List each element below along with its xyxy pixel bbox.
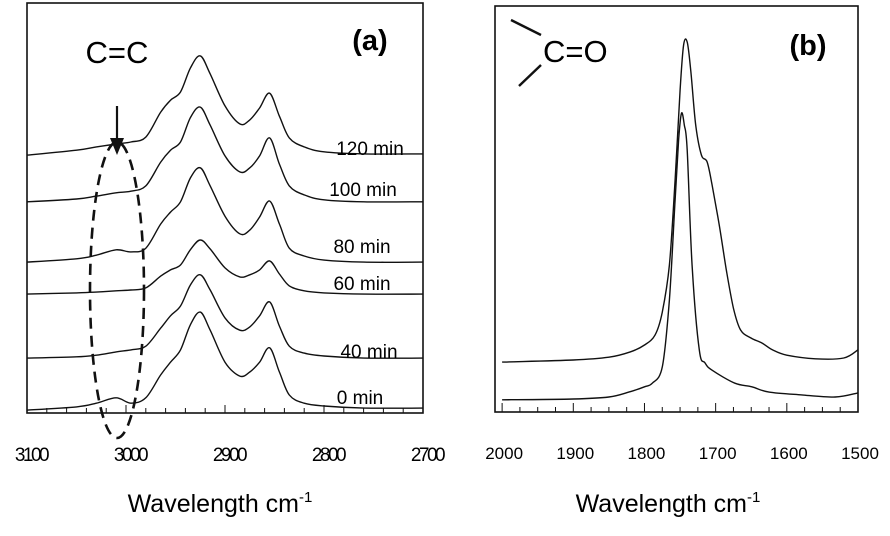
x-axis-label-text: Wavelength cm — [576, 490, 747, 518]
panel-b-x-ticks — [501, 403, 859, 412]
panel-a-x-axis-label: Wavelength cm-1 — [128, 489, 313, 518]
x-tick-label: 2800 — [312, 445, 346, 466]
spectrum-60-min — [26, 239, 424, 295]
curve-label: 40 min — [340, 342, 397, 363]
curve-label: 100 min — [329, 180, 397, 201]
co-annotation: C=O — [543, 34, 608, 69]
x-tick-label: 1900 — [556, 444, 594, 463]
curve-label: 60 min — [333, 274, 390, 295]
spectrum-100-min — [26, 106, 424, 203]
panel-a-curve-labels: 0 min 40 min 60 min 80 min 100 min 120 min — [329, 139, 404, 409]
panel-b-label: (b) — [789, 30, 826, 62]
panel-a-label: (a) — [352, 25, 387, 57]
co-bond-line-upper — [510, 18, 542, 37]
spectrum-120-min — [26, 55, 424, 156]
x-tick-label: 1500 — [841, 444, 879, 463]
spectrum-40-min — [26, 274, 424, 359]
x-tick-label: 2000 — [485, 444, 523, 463]
cc-dashed-ellipse — [88, 140, 146, 440]
curve-label: 0 min — [337, 388, 383, 409]
x-tick-label: 1600 — [770, 444, 808, 463]
x-axis-label-text: Wavelength cm — [128, 490, 299, 518]
cc-annotation: C=C — [86, 35, 149, 70]
curve-label: 120 min — [336, 139, 404, 160]
x-axis-label-superscript: -1 — [299, 489, 312, 506]
spectrum-b-2 — [502, 112, 859, 401]
panel-b-x-axis-label: Wavelength cm-1 — [576, 489, 761, 518]
x-tick-label: 3100 — [15, 445, 49, 466]
panel-b-tick-labels: 2000 1900 1800 1700 1600 1500 — [485, 444, 879, 463]
co-bond-line-lower — [518, 64, 542, 87]
panel-a-tick-labels: 3100 3000 2900 2800 2700 — [15, 445, 448, 466]
spectrum-80-min — [26, 166, 424, 263]
x-axis-label-superscript: -1 — [747, 489, 760, 506]
panel-a-curves — [26, 55, 424, 411]
x-tick-label: 1800 — [628, 444, 666, 463]
x-tick-label: 2700 — [411, 445, 445, 466]
spectrum-b-1 — [502, 38, 859, 363]
panel-b-frame — [494, 5, 859, 413]
panel-b-curves — [502, 38, 859, 401]
spectrum-0-min — [26, 311, 424, 411]
panel-b: 2000 1900 1800 1700 1600 1500 C=O (b) Wavelen… — [485, 5, 879, 518]
curve-label: 80 min — [333, 237, 390, 258]
cc-arrow-head-icon — [110, 138, 124, 155]
x-tick-label: 1700 — [699, 444, 737, 463]
x-tick-label: 3000 — [114, 445, 148, 466]
panel-a: 0 min 40 min 60 min 80 min 100 min 120 min 31… — [15, 2, 448, 518]
panel-a-x-ticks — [26, 405, 424, 413]
x-tick-label: 2900 — [213, 445, 247, 466]
